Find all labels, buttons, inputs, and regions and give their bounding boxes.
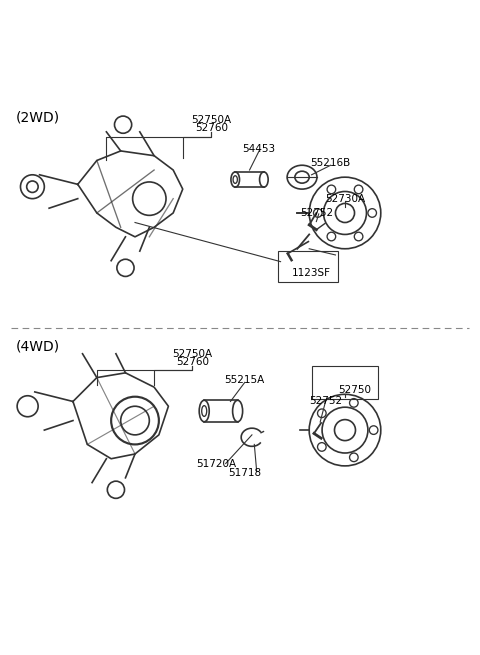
Text: 52750: 52750 — [338, 384, 371, 394]
Text: 52750A: 52750A — [172, 348, 212, 359]
Text: 52760: 52760 — [176, 357, 209, 367]
Text: 52752: 52752 — [300, 208, 333, 218]
Text: 55215A: 55215A — [225, 375, 265, 385]
Text: 52750A: 52750A — [192, 115, 231, 125]
Text: 52730A: 52730A — [325, 194, 365, 204]
Text: (4WD): (4WD) — [16, 339, 60, 354]
Text: 54453: 54453 — [242, 143, 276, 153]
Text: (2WD): (2WD) — [16, 110, 60, 124]
Text: 51718: 51718 — [228, 468, 261, 478]
Text: 55216B: 55216B — [311, 158, 351, 168]
Text: 52760: 52760 — [195, 123, 228, 133]
Text: 51720A: 51720A — [196, 458, 236, 468]
Text: 1123SF: 1123SF — [292, 268, 331, 278]
Text: 52752: 52752 — [309, 396, 342, 407]
